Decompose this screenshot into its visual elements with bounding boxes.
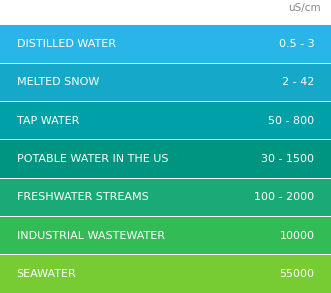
Text: 2 - 42: 2 - 42 <box>282 77 314 87</box>
FancyBboxPatch shape <box>0 140 331 178</box>
Text: FRESHWATER STREAMS: FRESHWATER STREAMS <box>17 192 148 202</box>
Text: SEAWATER: SEAWATER <box>17 269 76 279</box>
Text: POTABLE WATER IN THE US: POTABLE WATER IN THE US <box>17 154 168 164</box>
FancyBboxPatch shape <box>0 178 331 216</box>
FancyBboxPatch shape <box>0 217 331 254</box>
Text: 30 - 1500: 30 - 1500 <box>261 154 314 164</box>
Text: uS/cm: uS/cm <box>288 3 321 13</box>
Text: DISTILLED WATER: DISTILLED WATER <box>17 39 116 49</box>
FancyBboxPatch shape <box>0 102 331 139</box>
Text: 0.5 - 3: 0.5 - 3 <box>279 39 314 49</box>
Text: TAP WATER: TAP WATER <box>17 116 79 126</box>
Text: MELTED SNOW: MELTED SNOW <box>17 77 99 87</box>
Text: 10000: 10000 <box>279 231 314 241</box>
Text: 55000: 55000 <box>279 269 314 279</box>
FancyBboxPatch shape <box>0 25 331 63</box>
FancyBboxPatch shape <box>0 64 331 101</box>
Text: 100 - 2000: 100 - 2000 <box>254 192 314 202</box>
FancyBboxPatch shape <box>0 255 331 292</box>
Text: INDUSTRIAL WASTEWATER: INDUSTRIAL WASTEWATER <box>17 231 165 241</box>
Text: 50 - 800: 50 - 800 <box>268 116 314 126</box>
